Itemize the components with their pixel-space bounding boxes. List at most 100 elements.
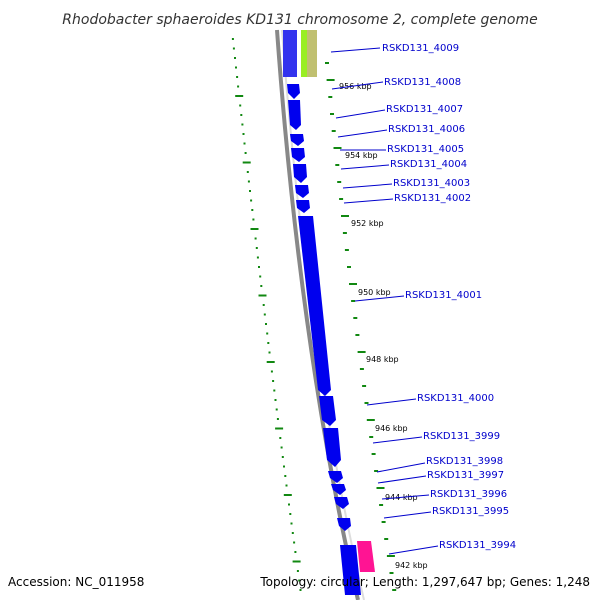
gc-skew-dot [283, 465, 285, 468]
gc-skew-dot [250, 199, 253, 202]
gc-skew-dot [288, 503, 290, 506]
gc-skew-dot [285, 484, 288, 487]
topology-text: Topology: circular; Length: 1,297,647 bp… [259, 575, 590, 589]
gc-skew-dot [247, 180, 250, 183]
gene-label[interactable]: RSKD131_4007 [386, 104, 463, 115]
gene-label[interactable]: RSKD131_3999 [423, 431, 500, 442]
kbp-tick [339, 198, 344, 200]
gc-skew-dot [279, 437, 282, 439]
gc-skew-dot [272, 380, 275, 382]
gc-skew-dot [258, 266, 260, 268]
gc-skew-dot [250, 228, 259, 230]
kbp-label: 956 kbp [339, 82, 372, 91]
kbp-tick [379, 504, 384, 506]
gc-skew-dot [280, 446, 283, 449]
kbp-tick [333, 147, 342, 149]
gene-label[interactable]: RSKD131_4001 [405, 290, 482, 301]
gc-skew-dot [263, 313, 266, 316]
gene-leader-lines [330, 47, 439, 555]
kbp-label: 952 kbp [351, 219, 384, 228]
leader-line [388, 545, 439, 555]
leader-line [354, 295, 405, 302]
kbp-tick [357, 351, 366, 353]
gc-skew-dot [266, 361, 275, 363]
gene-label[interactable]: RSKD131_3995 [432, 506, 509, 517]
leader-line [331, 81, 384, 90]
gc-skew-dot [237, 85, 240, 88]
gene-label[interactable]: RSKD131_4003 [393, 178, 470, 189]
gene-arrow [288, 100, 301, 130]
leader-line [335, 109, 386, 119]
kbp-tick [353, 317, 358, 319]
gene-arrow [328, 471, 343, 483]
trna-feature [301, 30, 307, 77]
kbp-tick [369, 436, 374, 438]
kbp-tick [331, 130, 336, 132]
gene-label[interactable]: RSKD131_4006 [388, 124, 465, 135]
kbp-tick [325, 62, 329, 64]
gene-label[interactable]: RSKD131_3997 [427, 470, 504, 481]
kbp-tick [351, 300, 356, 302]
gc-skew-dot [239, 104, 242, 107]
gc-skew-dot [283, 494, 292, 496]
gene-label[interactable]: RSKD131_4004 [390, 159, 467, 170]
leader-line [372, 436, 423, 444]
gc-skew-dot [267, 342, 270, 344]
gc-skew-dot [232, 47, 235, 50]
gc-skew-dot [291, 532, 294, 534]
gc-skew-dot [259, 275, 262, 278]
gene-arrows [287, 84, 361, 595]
kbp-tick [344, 249, 349, 251]
leader-line [342, 183, 393, 189]
gene-label[interactable]: RSKD131_4002 [394, 193, 471, 204]
gene-label[interactable]: RSKD131_4008 [384, 77, 461, 88]
gene-label[interactable]: RSKD131_3994 [439, 540, 516, 551]
gc-skew-dot [289, 513, 292, 515]
gene-label[interactable]: RSKD131_3998 [426, 456, 503, 467]
kbp-labels: 956 kbp 954 kbp 952 kbp 950 kbp 948 kbp … [339, 82, 428, 570]
kbp-tick [341, 215, 349, 217]
gene-label[interactable]: RSKD131_4009 [382, 43, 459, 54]
leader-line [381, 494, 430, 500]
leader-line [337, 129, 388, 138]
leader-line [383, 511, 432, 519]
kbp-tick [330, 113, 334, 115]
kbp-tick [326, 79, 335, 81]
gc-skew-dot [294, 551, 297, 553]
gc-skew-dot [298, 579, 301, 582]
kbp-label: 950 kbp [358, 288, 391, 297]
gc-skew-dot [235, 66, 237, 69]
kbp-label: 946 kbp [375, 424, 408, 433]
gc-skew-dot [242, 161, 251, 164]
gc-skew-dot [265, 323, 267, 325]
gc-skew-dot [290, 522, 293, 525]
gc-skew-dot [299, 589, 302, 591]
gc-skew-dot [242, 133, 245, 135]
gc-skew-dot [292, 560, 301, 563]
gene-arrow [295, 185, 309, 198]
gene-arrow [293, 164, 307, 183]
kbp-tick [371, 453, 376, 455]
kbp-tick [386, 555, 395, 557]
gene-label[interactable]: RSKD131_4005 [387, 144, 464, 155]
kbp-tick [355, 334, 360, 336]
kbp-tick [364, 402, 369, 404]
kbp-tick [359, 368, 364, 370]
kbp-tick [347, 266, 351, 268]
gc-skew-track [231, 38, 302, 591]
gc-skew-dot [268, 351, 271, 354]
kbp-tick [374, 470, 379, 472]
gc-skew-dot [246, 171, 249, 173]
gc-skew-dot [262, 304, 265, 306]
gene-label[interactable]: RSKD131_4000 [417, 393, 494, 404]
gc-skew-dot [255, 247, 258, 249]
gc-skew-dot [275, 427, 284, 430]
gc-skew-dot [241, 123, 244, 126]
gc-skew-dot [284, 475, 287, 477]
kbp-tick [366, 419, 375, 421]
leader-line [343, 198, 394, 204]
gene-label[interactable]: RSKD131_3996 [430, 489, 507, 500]
gc-skew-dot [251, 209, 254, 211]
kbp-label: 948 kbp [366, 355, 399, 364]
gene-arrow [340, 545, 361, 595]
